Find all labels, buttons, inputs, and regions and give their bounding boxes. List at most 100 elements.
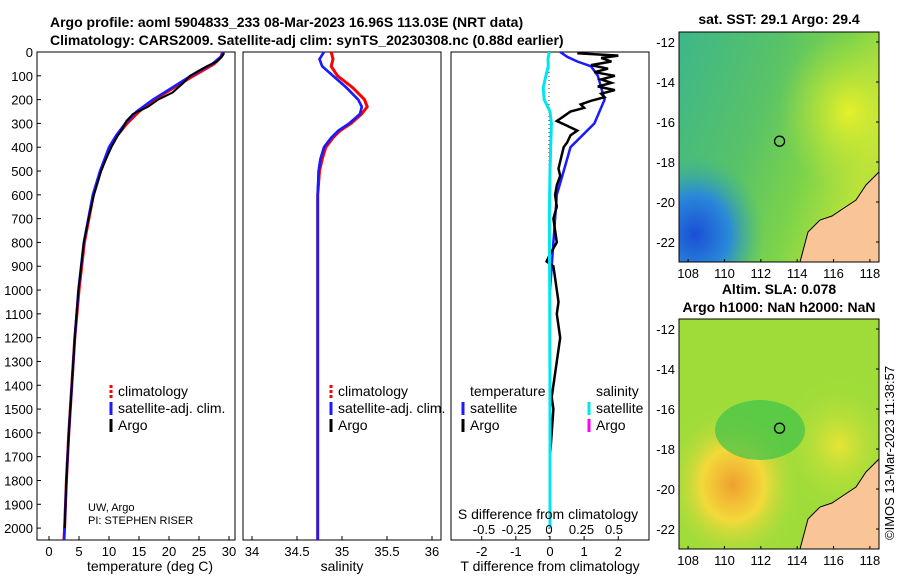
temperature-panel: 0 5 10 15 20 25 30 0 100 200 300 400 500 600 700 800 90… bbox=[4, 45, 236, 574]
depth-tick-label: 900 bbox=[11, 259, 33, 274]
map-ytick-label: -22 bbox=[656, 522, 675, 537]
map-ytick-label: -18 bbox=[656, 155, 675, 170]
map-ytick-label: -14 bbox=[656, 75, 675, 90]
figure-title-line2: Climatology: CARS2009. Satellite-adj cli… bbox=[50, 32, 564, 48]
s-difference-label: S difference from climatology bbox=[458, 506, 638, 522]
sst-map-title: sat. SST: 29.1 Argo: 29.4 bbox=[698, 11, 860, 27]
depth-tick-label: 1100 bbox=[5, 307, 33, 322]
map-ytick-label: -16 bbox=[656, 402, 675, 417]
depth-tick-label: 600 bbox=[11, 188, 33, 203]
salinity-legend: climatology satellite-adj. clim. Argo bbox=[329, 383, 445, 433]
map-xtick-label: 110 bbox=[714, 553, 735, 568]
sla-argo-marker bbox=[773, 422, 786, 434]
xtick-label: 5 bbox=[75, 544, 82, 559]
watermark: ©IMOS 13-Mar-2023 11:38:57 bbox=[882, 366, 897, 540]
xtick-label: 1 bbox=[581, 544, 588, 559]
map-ytick-label: -20 bbox=[656, 195, 675, 210]
s-tick-label: -0.5 bbox=[473, 522, 495, 537]
series-climatology bbox=[316, 51, 369, 540]
xtick-label: 35.5 bbox=[374, 544, 399, 559]
xtick-label: 20 bbox=[162, 544, 176, 559]
legend-satellite: satellite-adj. clim. bbox=[118, 400, 225, 416]
map-xtick-label: 108 bbox=[677, 553, 699, 568]
xtick-label: 30 bbox=[222, 544, 236, 559]
map-xtick-label: 118 bbox=[860, 553, 881, 568]
s-tick-label: -0.25 bbox=[502, 522, 532, 537]
map-ytick-label: -18 bbox=[656, 442, 675, 457]
depth-tick-label: 1600 bbox=[4, 426, 33, 441]
sla-map-title2: Argo h1000: NaN h2000: NaN bbox=[683, 299, 876, 315]
map-xtick-label: 118 bbox=[860, 266, 881, 281]
depth-tick-label: 1900 bbox=[4, 497, 33, 512]
xtick-label: 36 bbox=[425, 544, 439, 559]
depth-tick-label: 400 bbox=[11, 140, 33, 155]
depth-tick-label: 1800 bbox=[4, 473, 33, 488]
sla-low-patch bbox=[715, 400, 805, 460]
xtick-label: 34.5 bbox=[284, 544, 309, 559]
s-tick-label: 0 bbox=[545, 522, 552, 537]
map-xtick-label: 110 bbox=[714, 266, 735, 281]
figure-title-line1: Argo profile: aoml 5904833_233 08-Mar-20… bbox=[50, 14, 523, 30]
legend-diff-argo-t: Argo bbox=[470, 417, 500, 433]
credit-line2: PI: STEPHEN RISER bbox=[88, 515, 193, 527]
depth-tick-label: 800 bbox=[11, 235, 33, 250]
series-argo bbox=[63, 52, 226, 529]
depth-tick-label: 100 bbox=[11, 69, 33, 84]
map-xtick-label: 114 bbox=[787, 553, 808, 568]
xtick-label: -2 bbox=[476, 544, 488, 559]
map-ytick-label: -14 bbox=[656, 362, 675, 377]
depth-tick-label: 700 bbox=[11, 212, 33, 227]
legend-climatology: climatology bbox=[118, 383, 188, 399]
temperature-legend: climatology satellite-adj. clim. Argo bbox=[109, 383, 225, 433]
map-ytick-label: -20 bbox=[656, 482, 675, 497]
sla-map-panel: Altim. SLA: 0.078 Argo h1000: NaN h2000:… bbox=[656, 281, 880, 568]
s-tick-label: 0.5 bbox=[605, 522, 623, 537]
map-xtick-label: 116 bbox=[823, 553, 844, 568]
xtick-label: 0 bbox=[45, 544, 52, 559]
depth-tick-label: 0 bbox=[26, 45, 33, 60]
series-argo bbox=[316, 51, 364, 540]
map-xtick-label: 108 bbox=[677, 266, 699, 281]
map-xtick-label: 116 bbox=[823, 266, 844, 281]
depth-tick-label: 1400 bbox=[4, 378, 33, 393]
series-argo-t bbox=[545, 51, 619, 529]
depth-tick-label: 500 bbox=[11, 164, 33, 179]
xtick-label: -1 bbox=[510, 544, 522, 559]
xtick-label: 35 bbox=[335, 544, 349, 559]
sst-coastline bbox=[799, 171, 879, 262]
depth-tick-label: 1000 bbox=[4, 283, 33, 298]
salinity-xlabel: salinity bbox=[321, 558, 364, 574]
xtick-label: 34 bbox=[245, 544, 259, 559]
sst-argo-marker bbox=[773, 135, 786, 147]
temperature-xlabel: temperature (deg C) bbox=[87, 558, 213, 574]
depth-tick-label: 1300 bbox=[4, 354, 33, 369]
sla-map-title1: Altim. SLA: 0.078 bbox=[722, 281, 837, 297]
depth-tick-label: 1200 bbox=[4, 331, 33, 346]
sst-land bbox=[800, 172, 879, 262]
map-ytick-label: -12 bbox=[656, 35, 675, 50]
s-tick-label: 0.25 bbox=[569, 522, 594, 537]
legend-argo-2: Argo bbox=[338, 417, 368, 433]
map-xtick-label: 112 bbox=[750, 266, 771, 281]
xtick-label: 25 bbox=[192, 544, 206, 559]
credit-line1: UW, Argo bbox=[88, 502, 134, 514]
map-ytick-label: -12 bbox=[656, 322, 675, 337]
depth-tick-label: 1500 bbox=[4, 402, 33, 417]
sla-land bbox=[800, 459, 879, 549]
legend-diff-sat-t: satellite bbox=[470, 400, 518, 416]
map-xtick-label: 112 bbox=[750, 553, 771, 568]
legend-diff-argo-s: Argo bbox=[596, 417, 626, 433]
depth-tick-label: 1700 bbox=[4, 450, 33, 465]
xtick-label: 2 bbox=[615, 544, 622, 559]
depth-tick-label: 2000 bbox=[4, 521, 33, 536]
legend-diff-temperature: temperature bbox=[470, 383, 546, 399]
legend-satellite-2: satellite-adj. clim. bbox=[338, 400, 445, 416]
series-climatology bbox=[62, 51, 224, 541]
t-difference-xlabel: T difference from climatology bbox=[460, 558, 639, 574]
sst-map-panel: sat. SST: 29.1 Argo: 29.4 108 110 112 114 11… bbox=[656, 11, 880, 281]
series-satellite-s bbox=[541, 51, 553, 529]
map-ytick-label: -16 bbox=[656, 115, 675, 130]
salinity-panel: 34 34.5 35 35.5 36 salinity climatology sate… bbox=[242, 51, 445, 574]
difference-panel: -2 -1 0 1 2 -0.5 -0.25 0 0.25 0.5 S difference f… bbox=[450, 50, 650, 574]
